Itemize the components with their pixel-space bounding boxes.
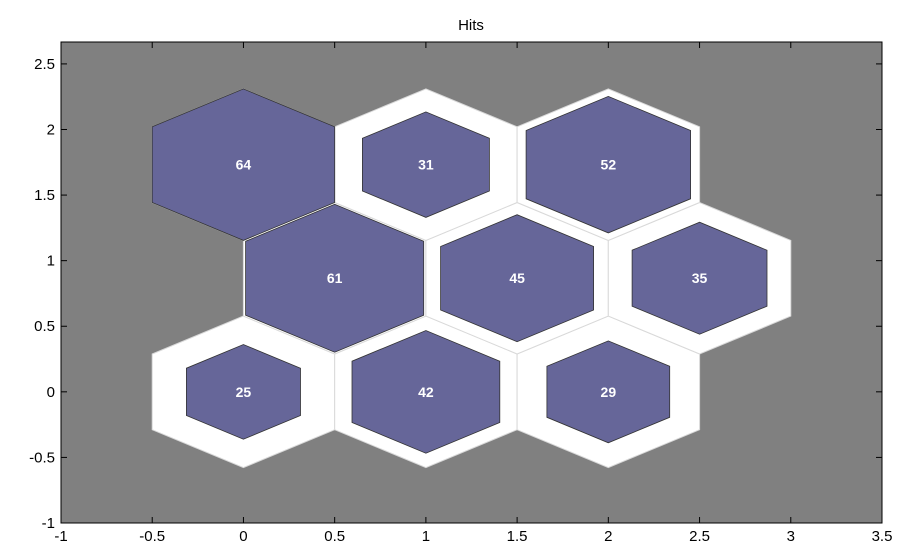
hit-labels: 25 42 29 61 45 35 64 31 52: [236, 157, 708, 400]
x-tick-label: 2.5: [689, 528, 710, 545]
y-axis-ticks: -1 -0.5 0 0.5 1 1.5 2 2.5: [29, 56, 882, 532]
chart-title: Hits: [458, 17, 484, 34]
hit-hexagon: [631, 221, 768, 335]
y-tick-label: 1.5: [34, 187, 55, 204]
y-tick-label: 0.5: [34, 318, 55, 335]
hit-count-label: 61: [327, 270, 343, 286]
axes-box: [60, 41, 883, 524]
x-tick-label: 3: [787, 528, 795, 545]
hit-count-label: 64: [236, 157, 252, 173]
hit-hexagon: [185, 344, 301, 440]
x-axis-ticks: -1 -0.5 0 0.5 1 1.5 2 2.5 3 3.5: [54, 42, 892, 545]
hit-count-label: 35: [692, 270, 708, 286]
hit-count-label: 42: [418, 384, 434, 400]
x-tick-label: 1.5: [507, 528, 528, 545]
hit-count-label: 25: [236, 384, 252, 400]
x-tick-label: 2: [604, 528, 612, 545]
hit-count-label: 29: [601, 384, 617, 400]
y-tick-label: 1: [47, 253, 55, 270]
y-tick-label: 2: [47, 121, 55, 138]
y-tick-label: 0: [47, 384, 55, 401]
hit-count-label: 31: [418, 157, 434, 173]
hit-hexagon: [245, 203, 425, 353]
hit-hexagon: [525, 95, 691, 234]
hit-hexagon: [351, 330, 501, 454]
x-tick-label: 1: [422, 528, 430, 545]
x-tick-label: 0: [239, 528, 247, 545]
y-tick-label: -1: [42, 515, 55, 532]
hit-hexagon: [440, 214, 594, 343]
x-tick-label: 0.5: [324, 528, 345, 545]
hit-hexagon: [151, 88, 336, 241]
hit-hexagon: [361, 111, 490, 218]
y-tick-label: -0.5: [29, 449, 55, 466]
x-tick-label: -0.5: [139, 528, 165, 545]
hit-hexagon: [546, 340, 671, 444]
hit-count-label: 52: [601, 157, 617, 173]
hit-hexagons: [151, 88, 768, 454]
x-tick-label: -1: [54, 528, 67, 545]
y-tick-label: 2.5: [34, 56, 55, 73]
hit-count-label: 45: [509, 270, 525, 286]
x-tick-label: 3.5: [872, 528, 893, 545]
